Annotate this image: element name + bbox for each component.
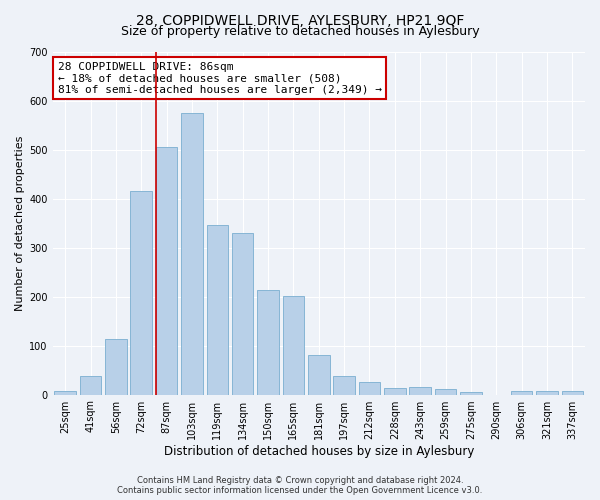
Bar	[308, 356, 329, 395]
Bar	[206, 225, 228, 394]
Bar	[156, 147, 178, 394]
Bar	[334, 376, 355, 394]
Bar	[384, 388, 406, 394]
Text: 28 COPPIDWELL DRIVE: 86sqm
← 18% of detached houses are smaller (508)
81% of sem: 28 COPPIDWELL DRIVE: 86sqm ← 18% of deta…	[58, 62, 382, 95]
Bar	[409, 387, 431, 394]
Bar	[105, 339, 127, 394]
Bar	[232, 233, 253, 394]
Bar	[80, 376, 101, 394]
Bar	[536, 390, 558, 394]
Bar	[435, 388, 457, 394]
Bar	[283, 296, 304, 394]
X-axis label: Distribution of detached houses by size in Aylesbury: Distribution of detached houses by size …	[164, 444, 474, 458]
Bar	[460, 392, 482, 394]
Text: 28, COPPIDWELL DRIVE, AYLESBURY, HP21 9QF: 28, COPPIDWELL DRIVE, AYLESBURY, HP21 9Q…	[136, 14, 464, 28]
Bar	[130, 191, 152, 394]
Bar	[511, 391, 532, 394]
Text: Contains HM Land Registry data © Crown copyright and database right 2024.: Contains HM Land Registry data © Crown c…	[137, 476, 463, 485]
Text: Contains public sector information licensed under the Open Government Licence v3: Contains public sector information licen…	[118, 486, 482, 495]
Text: Size of property relative to detached houses in Aylesbury: Size of property relative to detached ho…	[121, 25, 479, 38]
Bar	[359, 382, 380, 394]
Bar	[562, 391, 583, 394]
Y-axis label: Number of detached properties: Number of detached properties	[15, 136, 25, 310]
Bar	[181, 113, 203, 394]
Bar	[257, 290, 279, 395]
Bar	[55, 390, 76, 394]
